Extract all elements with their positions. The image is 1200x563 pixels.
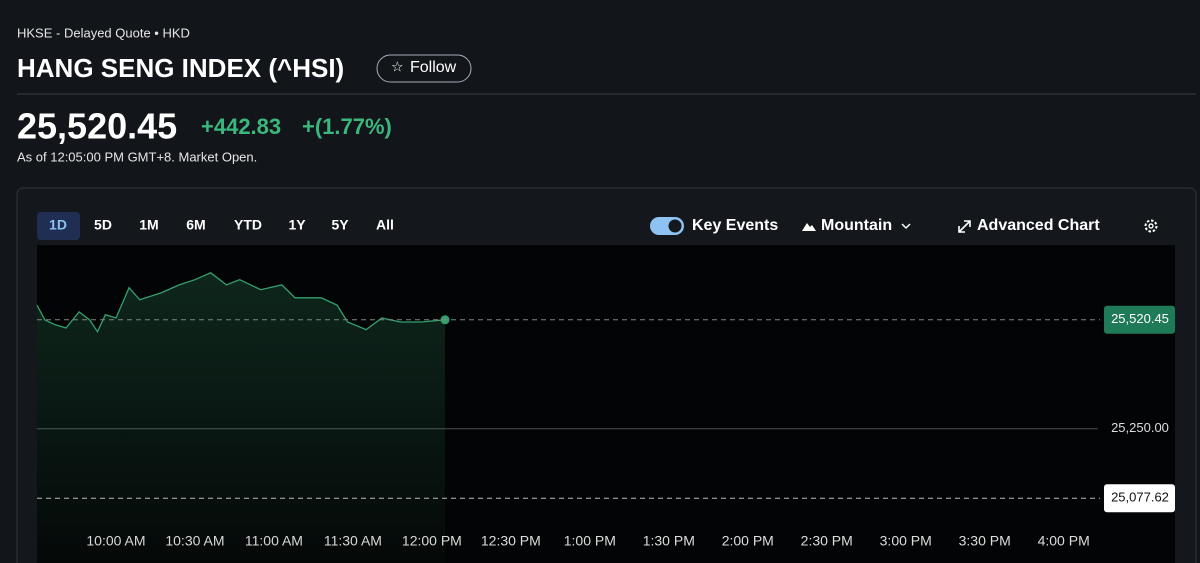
price-line: [36, 272, 446, 334]
as-of: As of 12:05:00 PM GMT+8. Market Open.: [17, 149, 257, 164]
range-selected: [37, 212, 80, 240]
x-tick-label: 3:30 PM: [959, 533, 1011, 549]
x-tick-label: 2:30 PM: [801, 533, 853, 549]
range-button[interactable]: 1M: [139, 217, 158, 233]
range-button[interactable]: 6M: [186, 217, 205, 233]
range-button[interactable]: YTD: [234, 217, 262, 233]
reference-label: 25,520.45: [1111, 311, 1169, 326]
reference-badge: [1104, 484, 1175, 513]
x-tick-label: 1:00 PM: [564, 533, 616, 549]
x-tick-label: 12:30 PM: [481, 533, 541, 549]
change: +442.83: [201, 114, 281, 139]
reference-badge: [1104, 305, 1175, 334]
settings-icon[interactable]: [1144, 219, 1158, 233]
follow-button[interactable]: [376, 54, 472, 83]
chart-style[interactable]: Mountain: [821, 217, 892, 234]
advanced-chart[interactable]: Advanced Chart: [977, 217, 1100, 234]
price: 25,520.45: [17, 106, 177, 147]
settings-icon-center: [1148, 223, 1154, 229]
x-tick-label: 3:00 PM: [880, 533, 932, 549]
range-button[interactable]: 5Y: [331, 217, 349, 233]
range-button[interactable]: 5D: [94, 217, 112, 233]
star-icon: ☆: [391, 59, 404, 75]
reference-label: 25,077.62: [1111, 490, 1169, 505]
plot: 25,250.0010:00 AM10:30 AM11:00 AM11:30 A…: [36, 272, 1175, 563]
toggle-knob: [668, 219, 682, 233]
chevron: [901, 223, 911, 230]
range-buttons: 1D 5D 1M 6M YTD 1Y 5Y All: [49, 217, 394, 233]
range-button[interactable]: 1D: [49, 217, 67, 233]
mountain-area: [37, 272, 446, 563]
x-tick-label: 2:00 PM: [722, 533, 774, 549]
x-tick-label: 4:00 PM: [1038, 533, 1090, 549]
exchange-label: HKSE - Delayed Quote • HKD: [17, 25, 190, 40]
mountain-icon: [802, 223, 816, 231]
title: HANG SENG INDEX (^HSI): [17, 53, 344, 83]
x-tick-label: 1:30 PM: [643, 533, 695, 549]
follow-label: Follow: [410, 59, 457, 76]
key-events[interactable]: Key Events: [692, 217, 778, 234]
change-percent: +(1.77%): [302, 114, 392, 139]
range-button[interactable]: 1Y: [288, 217, 306, 233]
expand-icon: [958, 220, 971, 233]
range-button[interactable]: All: [376, 217, 394, 233]
y-tick-label: 25,250.00: [1111, 420, 1169, 435]
